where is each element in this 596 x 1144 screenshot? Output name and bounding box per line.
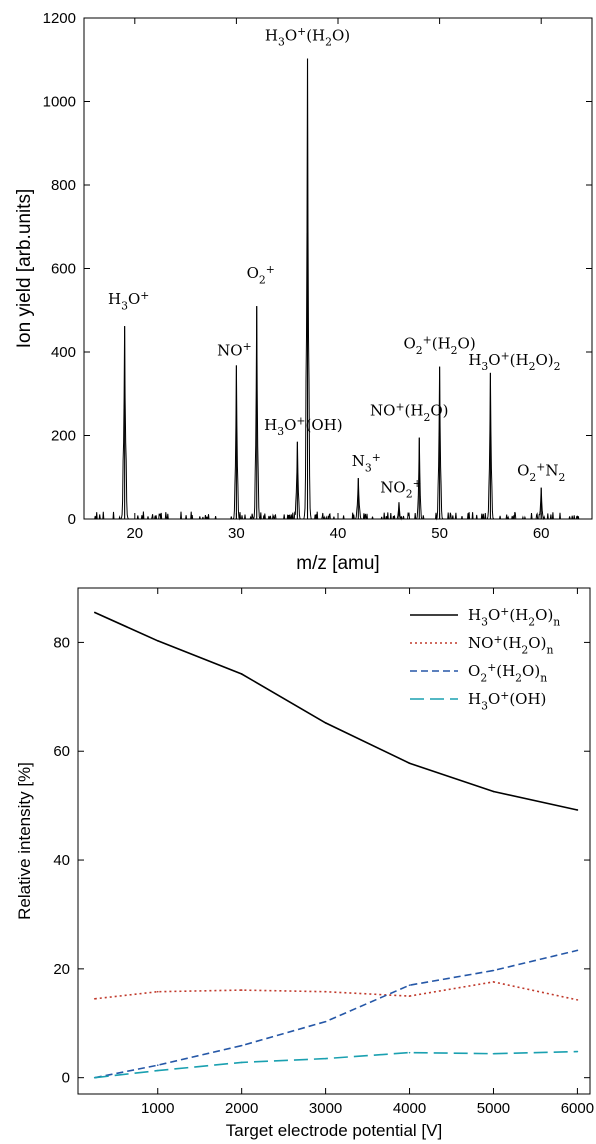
x-tick-label: 4000	[393, 1100, 426, 1117]
series-1-point	[324, 990, 327, 993]
series-3-point	[576, 1050, 579, 1053]
series-line-1	[94, 981, 578, 1001]
peak-label-2: O2+	[247, 263, 275, 287]
y-tick-label: 80	[53, 634, 70, 651]
peak-label-3: H3O+(OH)	[264, 415, 342, 439]
y-tick-label: 40	[53, 852, 70, 869]
y-tick-label: 1000	[43, 94, 76, 111]
x-axis-label: Target electrode potential [V]	[226, 1121, 442, 1140]
series-1-point	[93, 997, 96, 1000]
x-tick-label: 20	[126, 525, 143, 542]
peak-label-6: NO2+	[380, 477, 421, 501]
x-tick-label: 1000	[141, 1100, 174, 1117]
peak-label-9: H3O+(H2O)2	[468, 350, 560, 374]
legend-label-2: O2+(H2O)n	[468, 661, 547, 685]
plot-frame	[77, 587, 591, 1095]
series-3-point	[240, 1061, 243, 1064]
y-axis-label: Ion yield [arb.units]	[14, 189, 35, 348]
series-2-point	[156, 1064, 159, 1066]
series-1-point	[240, 989, 243, 991]
peak-label-8: O2+(H2O)	[403, 333, 475, 357]
series-2-point	[324, 1020, 327, 1023]
series-0-point	[93, 611, 96, 614]
series-0-point	[324, 722, 327, 724]
x-tick-label: 3000	[309, 1100, 342, 1117]
series-3-point	[93, 1076, 96, 1079]
series-3-point	[156, 1069, 159, 1072]
series-0-point	[576, 809, 579, 811]
spectrum-trace	[94, 58, 587, 521]
series-1-point	[408, 995, 411, 997]
y-tick-label: 60	[53, 743, 70, 760]
peak-label-5: N3+	[352, 451, 381, 475]
x-axis-label: m/z [amu]	[296, 553, 379, 574]
legend-label-3: H3O+(OH)	[468, 689, 546, 713]
series-3-point	[408, 1051, 411, 1054]
series-1-point	[576, 999, 579, 1001]
legend-label-1: NO+(H2O)n	[468, 633, 553, 657]
x-tick-label: 30	[228, 525, 245, 542]
peak-label-0: H3O+	[108, 289, 149, 313]
peak-label-7: NO+(H2O)	[370, 400, 448, 424]
y-tick-label: 0	[62, 1070, 70, 1087]
series-0-point	[240, 673, 243, 675]
y-tick-label: 200	[51, 428, 76, 445]
legend-label-0: H3O+(H2O)n	[468, 605, 560, 629]
series-0-point	[156, 639, 159, 642]
series-0-point	[492, 790, 495, 793]
x-tick-label: 5000	[477, 1100, 510, 1117]
series-2-point	[408, 984, 411, 986]
peak-label-1: NO+	[217, 340, 251, 359]
series-2-point	[240, 1044, 243, 1047]
y-axis-label: Relative intensity [%]	[15, 762, 34, 920]
peak-label-10: O2+N2	[517, 460, 565, 484]
y-tick-label: 400	[51, 344, 76, 361]
series-1-point	[156, 990, 159, 993]
x-tick-label: 2000	[225, 1100, 258, 1117]
series-2-point	[492, 969, 495, 972]
x-tick-label: 6000	[561, 1100, 594, 1117]
series-1-point	[492, 981, 495, 983]
peak-label-4: H3O+(H2O)	[265, 25, 350, 49]
plot-frame	[83, 17, 593, 520]
y-tick-label: 20	[53, 961, 70, 978]
x-tick-label: 50	[431, 525, 448, 542]
relative-intensity-chart: 1000 2000 3000 4000 5000 6000 0 20 40 60 80 Target …	[15, 587, 594, 1140]
series-line-3	[94, 1050, 578, 1079]
y-tick-label: 1200	[43, 10, 76, 27]
series-3-point	[492, 1052, 495, 1055]
y-tick-label: 600	[51, 261, 76, 278]
series-3-point	[324, 1057, 327, 1060]
y-tick-label: 0	[68, 511, 76, 528]
series-2-point	[576, 949, 579, 952]
series-0-point	[408, 762, 411, 764]
x-tick-label: 40	[330, 525, 347, 542]
x-tick-label: 60	[533, 525, 550, 542]
y-tick-label: 800	[51, 177, 76, 194]
